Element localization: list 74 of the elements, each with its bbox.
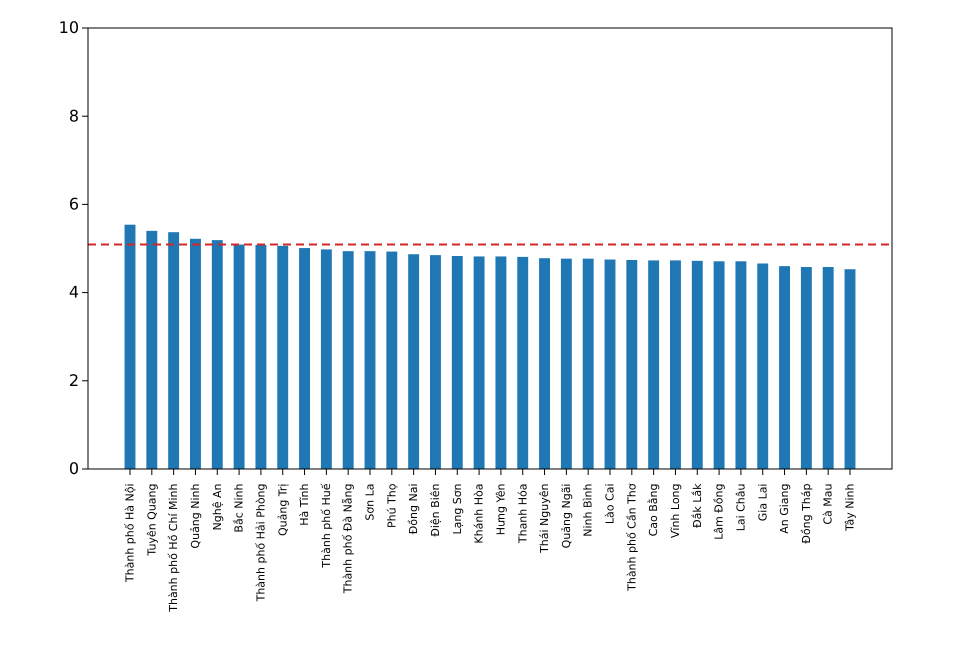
x-tick-label: Hà Tĩnh: [298, 483, 312, 526]
bar: [582, 258, 594, 469]
bar: [844, 269, 856, 469]
bar: [495, 256, 506, 469]
y-tick-label: 6: [68, 194, 79, 214]
bar: [386, 252, 398, 469]
bar: [670, 260, 681, 469]
x-tick-label: Sơn La: [364, 484, 377, 521]
bar: [822, 267, 834, 469]
bar: [779, 266, 790, 469]
bar: [320, 249, 332, 469]
bar: [277, 246, 288, 469]
bar: [626, 260, 638, 469]
x-tick-label: Hưng Yên: [494, 483, 508, 536]
bar: [517, 256, 528, 469]
bar: [146, 230, 158, 469]
bar: [408, 254, 420, 469]
bar: [452, 256, 463, 469]
x-tick-label: Thành phố Hà Nội: [124, 484, 137, 584]
bar: [124, 224, 136, 469]
bar: [255, 244, 266, 469]
bar: [735, 261, 746, 469]
bar: [212, 240, 223, 469]
y-tick-label: 0: [68, 459, 79, 478]
bar: [714, 261, 725, 469]
bar: [539, 258, 550, 469]
bar: [604, 260, 616, 469]
x-tick-label: Thành phố Cần Thơ: [625, 483, 638, 592]
bar: [560, 258, 572, 469]
x-tick-label: Thành phố Huế: [320, 483, 333, 569]
x-tick-label: Cà Mau: [822, 484, 835, 525]
x-tick-label: Thành phố Hải Phòng: [254, 484, 268, 602]
x-tick-label: Vĩnh Long: [668, 484, 682, 538]
x-tick-label: Bắc Ninh: [232, 483, 246, 533]
y-tick-label: 2: [68, 370, 79, 390]
y-tick-label: 8: [68, 106, 79, 126]
x-tick-label: Lạng Sơn: [450, 483, 464, 535]
x-tick-label: Đắk Lắk: [690, 482, 704, 528]
x-tick-label: Gia Lai: [756, 484, 770, 522]
x-tick-label: Đồng Tháp: [800, 483, 813, 544]
y-tick-label: 10: [58, 18, 79, 38]
x-tick-label: Thành phố Đà Nẵng: [342, 484, 355, 594]
x-tick-label: Nghệ An: [210, 483, 224, 530]
x-tick-label: Cao Bằng: [647, 484, 660, 536]
x-tick-label: Thành phố Hồ Chí Minh: [167, 483, 180, 613]
bar: [648, 260, 660, 469]
x-tick-label: Khánh Hòa: [472, 484, 486, 544]
x-tick-label: Ninh Bình: [582, 483, 595, 537]
x-tick-label: Quảng Trị: [276, 484, 290, 536]
bar: [299, 248, 310, 469]
bar: [168, 232, 180, 469]
x-tick-label: Tuyên Quang: [145, 484, 158, 557]
bar: [234, 244, 245, 469]
bar: [692, 260, 703, 469]
x-tick-label: Phú Thọ: [385, 483, 398, 528]
bar: [474, 256, 485, 469]
bar: [364, 251, 376, 469]
bar: [430, 255, 441, 469]
x-tick-label: Thanh Hóa: [516, 484, 530, 544]
x-tick-label: Quảng Ninh: [188, 483, 202, 549]
x-tick-label: Đồng Nai: [407, 484, 420, 534]
x-tick-label: Lào Cai: [604, 484, 617, 524]
bar: [757, 263, 768, 469]
bar: [190, 238, 201, 469]
x-tick-label: An Giang: [778, 484, 792, 534]
x-tick-label: Quảng Ngãi: [560, 484, 573, 548]
bar: [800, 267, 812, 469]
y-tick-label: 4: [68, 282, 79, 302]
x-tick-label: Tây Ninh: [844, 483, 857, 532]
x-tick-label: Điện Biên: [428, 483, 442, 537]
x-tick-label: Thái Nguyên: [538, 483, 552, 554]
bar: [342, 251, 354, 469]
x-tick-label: Lai Châu: [734, 484, 748, 532]
x-tick-label: Lâm Đồng: [712, 484, 726, 540]
